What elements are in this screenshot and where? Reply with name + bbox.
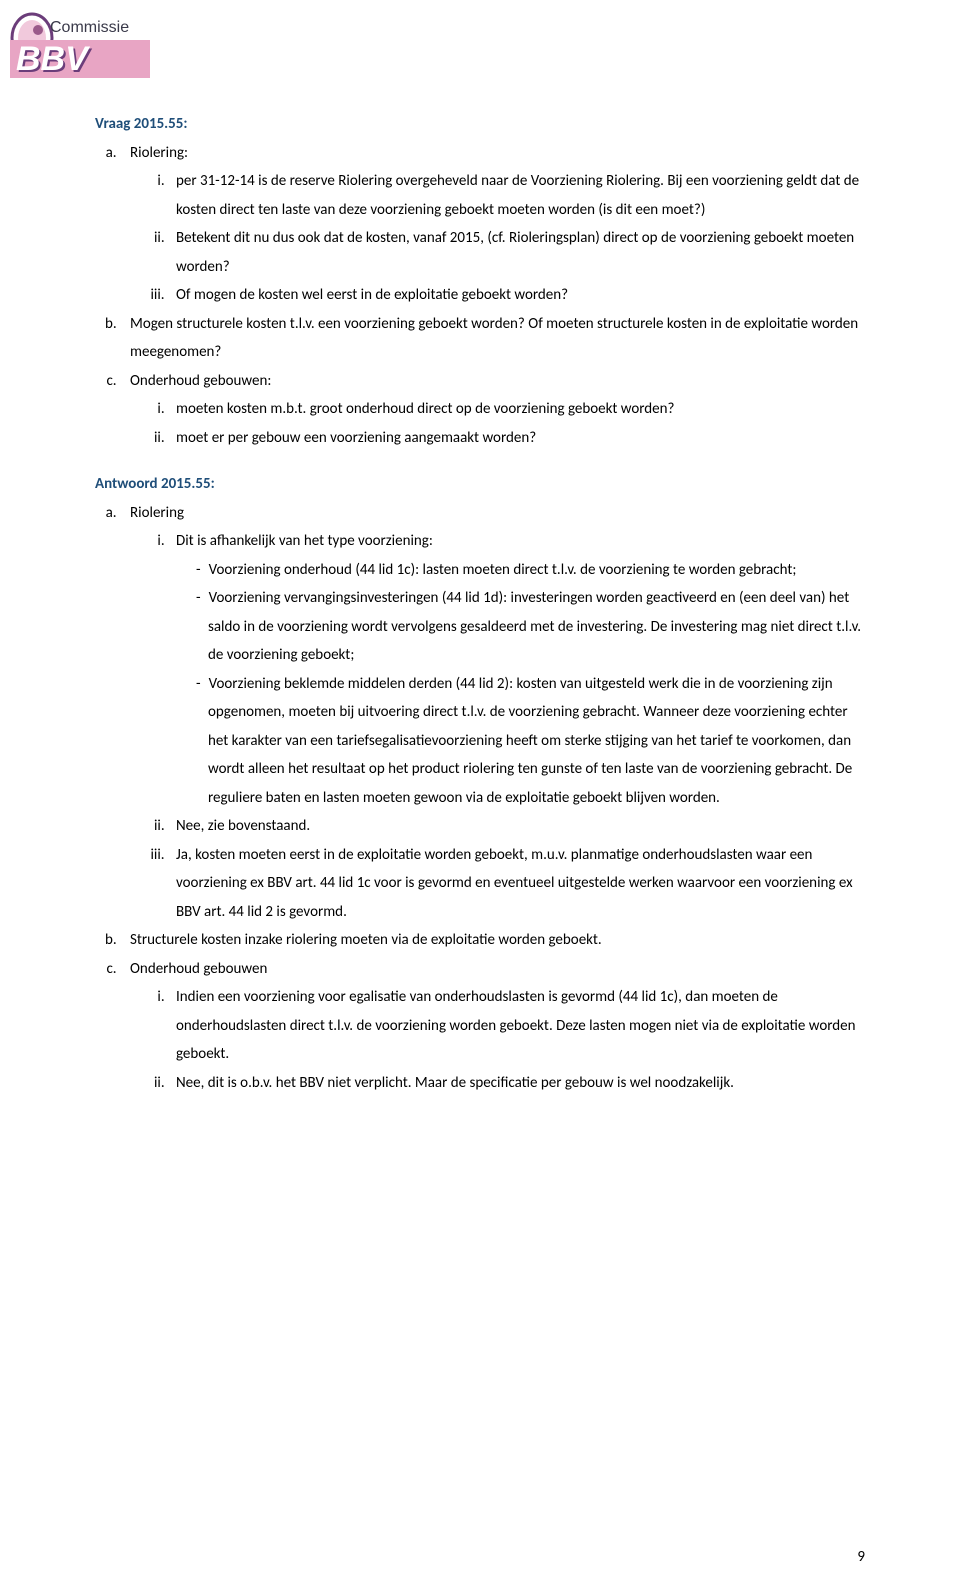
vraag-a-ii: Betekent dit nu dus ook dat de kosten, v…	[168, 224, 865, 281]
antwoord-a-i-bullet-1: Voorziening vervangingsinvesteringen (44…	[196, 584, 865, 670]
vraag-a-iii: Of mogen de kosten wel eerst in de explo…	[168, 281, 865, 310]
vraag-a-label: Riolering:	[130, 144, 188, 162]
antwoord-a-i: Dit is afhankelijk van het type voorzien…	[168, 527, 865, 812]
logo-top-text: Commissie	[50, 19, 129, 36]
antwoord-a-i-intro: Dit is afhankelijk van het type voorzien…	[176, 532, 433, 550]
antwoord-item-c: Onderhoud gebouwen Indien een voorzienin…	[120, 955, 865, 1098]
vraag-c-label: Onderhoud gebouwen:	[130, 372, 271, 390]
vraag-list: Riolering: per 31-12-14 is de reserve Ri…	[95, 139, 865, 453]
antwoord-a-sublist: Dit is afhankelijk van het type voorzien…	[130, 527, 865, 926]
antwoord-c-sublist: Indien een voorziening voor egalisatie v…	[130, 983, 865, 1097]
logo: Commissie BBV BBV	[10, 10, 150, 85]
antwoord-c-label: Onderhoud gebouwen	[130, 960, 267, 978]
antwoord-list: Riolering Dit is afhankelijk van het typ…	[95, 499, 865, 1098]
antwoord-item-a: Riolering Dit is afhankelijk van het typ…	[120, 499, 865, 927]
logo-main-text-front: BBV	[16, 40, 91, 78]
antwoord-a-i-bullets: Voorziening onderhoud (44 lid 1c): laste…	[176, 556, 865, 813]
spacer	[95, 452, 865, 470]
antwoord-c-i: Indien een voorziening voor egalisatie v…	[168, 983, 865, 1069]
vraag-item-c: Onderhoud gebouwen: moeten kosten m.b.t.…	[120, 367, 865, 453]
antwoord-c-ii: Nee, dit is o.b.v. het BBV niet verplich…	[168, 1069, 865, 1098]
antwoord-heading: Antwoord 2015.55:	[95, 470, 865, 499]
vraag-heading: Vraag 2015.55:	[95, 110, 865, 139]
vraag-a-sublist: per 31-12-14 is de reserve Riolering ove…	[130, 167, 865, 310]
vraag-item-a: Riolering: per 31-12-14 is de reserve Ri…	[120, 139, 865, 310]
antwoord-a-iii: Ja, kosten moeten eerst in de exploitati…	[168, 841, 865, 927]
document-page: Commissie BBV BBV Vraag 2015.55: Rioleri…	[0, 0, 960, 1596]
vraag-c-i: moeten kosten m.b.t. groot onderhoud dir…	[168, 395, 865, 424]
vraag-item-b: Mogen structurele kosten t.l.v. een voor…	[120, 310, 865, 367]
vraag-a-i: per 31-12-14 is de reserve Riolering ove…	[168, 167, 865, 224]
document-content: Vraag 2015.55: Riolering: per 31-12-14 i…	[95, 110, 865, 1097]
page-number: 9	[857, 1548, 865, 1566]
antwoord-a-i-bullet-2: Voorziening beklemde middelen derden (44…	[196, 670, 865, 813]
vraag-c-ii: moet er per gebouw een voorziening aange…	[168, 424, 865, 453]
antwoord-a-i-bullet-0: Voorziening onderhoud (44 lid 1c): laste…	[196, 556, 865, 585]
antwoord-a-label: Riolering	[130, 504, 184, 522]
antwoord-a-ii: Nee, zie bovenstaand.	[168, 812, 865, 841]
antwoord-item-b: Structurele kosten inzake riolering moet…	[120, 926, 865, 955]
vraag-c-sublist: moeten kosten m.b.t. groot onderhoud dir…	[130, 395, 865, 452]
